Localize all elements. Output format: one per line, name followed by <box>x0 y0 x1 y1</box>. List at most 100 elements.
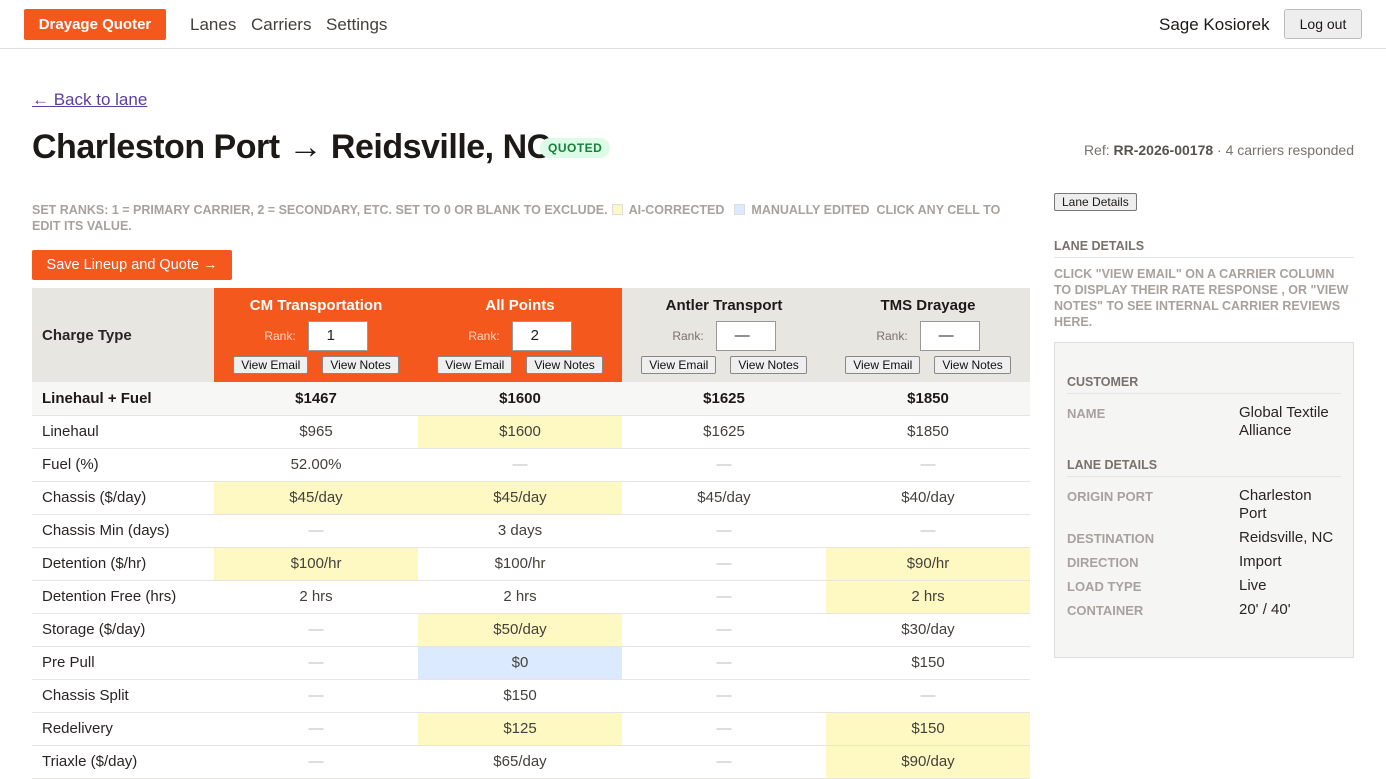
rate-cell[interactable]: — <box>622 580 826 614</box>
rate-cell[interactable]: — <box>214 679 418 713</box>
rank-row: Rank: 1 <box>214 321 418 351</box>
sidebar-heading: LANE DETAILS <box>1054 239 1354 258</box>
rate-cell[interactable]: $1850 <box>826 415 1030 449</box>
view-notes-button[interactable]: View Notes <box>934 356 1011 374</box>
rate-cell[interactable]: — <box>214 646 418 680</box>
rate-cell[interactable]: $1600 <box>418 415 622 449</box>
ref-info: Ref: RR-2026-00178 · 4 carriers responde… <box>1084 142 1354 158</box>
carrier-header: CM Transportation Rank: 1 View Email View No… <box>214 288 418 382</box>
separator: · <box>1217 142 1222 158</box>
view-notes-button[interactable]: View Notes <box>322 356 399 374</box>
rate-cell[interactable]: — <box>214 514 418 548</box>
rate-cell[interactable]: 2 hrs <box>418 580 622 614</box>
rate-cell[interactable]: 2 hrs <box>826 580 1030 614</box>
rank-input[interactable]: 1 <box>307 321 368 351</box>
row-label: Detention ($/hr) <box>32 547 214 581</box>
instruction-end: CLICK ANY CELL TO EDIT ITS VALUE. <box>32 203 1001 233</box>
table-row: Chassis Split — $150— — <box>32 679 1030 713</box>
rate-cell[interactable]: — <box>826 514 1030 548</box>
rate-cell[interactable]: 3 days <box>418 514 622 548</box>
nav-link[interactable]: Carriers <box>251 15 312 34</box>
rank-label: Rank: <box>672 329 704 343</box>
sidebar-tab[interactable]: Lane Details <box>1054 193 1137 211</box>
rate-cell[interactable]: $50/day <box>418 613 622 647</box>
field-value: Reidsville, NC <box>1239 529 1334 546</box>
rate-cell[interactable]: 52.00% <box>214 448 418 482</box>
rate-cell[interactable]: $150 <box>418 679 622 713</box>
nav-link[interactable]: Settings <box>326 15 388 34</box>
rate-cell[interactable]: — <box>214 613 418 647</box>
row-label: Chassis Split <box>32 679 214 713</box>
rate-cell[interactable]: $45/day <box>214 481 418 515</box>
rate-cell[interactable]: — <box>826 448 1030 482</box>
field-label: DIRECTION <box>1067 555 1139 570</box>
save-button[interactable]: Save Lineup and Quote → <box>32 250 232 280</box>
rate-table: Charge Type CM Transportation Rank: 1 View E… <box>32 288 1030 779</box>
rate-cell[interactable]: $1600 <box>418 382 622 416</box>
button-row: View Email View Notes <box>826 356 1030 374</box>
rate-cell[interactable]: $150 <box>826 712 1030 746</box>
row-label: Detention Free (hrs) <box>32 580 214 614</box>
view-notes-button[interactable]: View Notes <box>730 356 807 374</box>
field-row: LOAD TYPE Live <box>1067 577 1341 595</box>
field-label: ORIGIN PORT <box>1067 489 1153 504</box>
rate-cell[interactable]: — <box>622 448 826 482</box>
view-email-button[interactable]: View Email <box>437 356 513 374</box>
ref-label: Ref: <box>1083 142 1110 158</box>
rate-cell[interactable]: — <box>214 712 418 746</box>
rate-cell[interactable]: — <box>826 679 1030 713</box>
details-box: CUSTOMER NAME Global Textile Alliance LANE … <box>1054 342 1354 658</box>
rate-cell[interactable]: — <box>622 712 826 746</box>
rank-label: Rank: <box>264 329 296 343</box>
button-row: View Email View Notes <box>418 356 622 374</box>
nav-link[interactable]: Lanes <box>190 15 237 34</box>
row-label: Storage ($/day) <box>32 613 214 647</box>
rank-input[interactable]: — <box>715 321 776 351</box>
sidebar-help: CLICK "VIEW EMAIL" ON A CARRIER COLUMN T… <box>1054 267 1349 329</box>
rate-cell[interactable]: $125 <box>418 712 622 746</box>
rank-row: Rank: 2 <box>418 321 622 351</box>
rate-cell[interactable]: — <box>622 613 826 647</box>
rate-cell[interactable]: $40/day <box>826 481 1030 515</box>
rate-cell[interactable]: 2 hrs <box>214 580 418 614</box>
field-value: Global Textile Alliance <box>1239 404 1329 439</box>
rate-cell[interactable]: $100/hr <box>418 547 622 581</box>
field-row: DESTINATION Reidsville, NC <box>1067 529 1341 547</box>
rate-cell[interactable]: — <box>622 547 826 581</box>
rate-cell[interactable]: $1625 <box>622 415 826 449</box>
table-row: Detention Free (hrs) 2 hrs 2 hrs —2 hrs <box>32 580 1030 614</box>
rate-cell[interactable]: $1467 <box>214 382 418 416</box>
carrier-header: TMS Drayage Rank: — View Email View Notes <box>826 288 1030 382</box>
rate-cell[interactable]: — <box>622 679 826 713</box>
view-email-button[interactable]: View Email <box>845 356 921 374</box>
rate-cell[interactable]: $100/hr <box>214 547 418 581</box>
responded: 4 carriers responded <box>1225 142 1354 158</box>
rate-cell[interactable]: $1850 <box>826 382 1030 416</box>
view-notes-button[interactable]: View Notes <box>526 356 603 374</box>
rank-input[interactable]: — <box>919 321 980 351</box>
field-value: Charleston Port <box>1239 487 1312 522</box>
rate-cell[interactable]: $0 <box>418 646 622 680</box>
rank-input[interactable]: 2 <box>511 321 572 351</box>
logout-button[interactable]: Log out <box>1284 9 1362 39</box>
row-label: Chassis ($/day) <box>32 481 214 515</box>
rate-cell[interactable]: $150 <box>826 646 1030 680</box>
back-link[interactable]: ← Back to lane <box>32 90 148 109</box>
view-email-button[interactable]: View Email <box>641 356 717 374</box>
rate-cell[interactable]: $45/day <box>418 481 622 515</box>
field-value: Live <box>1239 577 1267 594</box>
rate-cell[interactable]: — <box>622 514 826 548</box>
rate-cell[interactable]: $45/day <box>622 481 826 515</box>
rate-cell[interactable]: $30/day <box>826 613 1030 647</box>
rate-cell[interactable]: $965 <box>214 415 418 449</box>
legend-ai: AI-CORRECTED <box>628 203 725 217</box>
rate-cell[interactable]: $90/hr <box>826 547 1030 581</box>
carrier-header: Antler Transport Rank: — View Email View Not… <box>622 288 826 382</box>
rate-cell[interactable]: — <box>418 448 622 482</box>
rank-label: Rank: <box>468 329 500 343</box>
rate-cell[interactable]: $1625 <box>622 382 826 416</box>
view-email-button[interactable]: View Email <box>233 356 309 374</box>
rate-cell[interactable]: — <box>622 646 826 680</box>
brand[interactable]: Drayage Quoter <box>24 9 166 40</box>
rank-row: Rank: — <box>622 321 826 351</box>
